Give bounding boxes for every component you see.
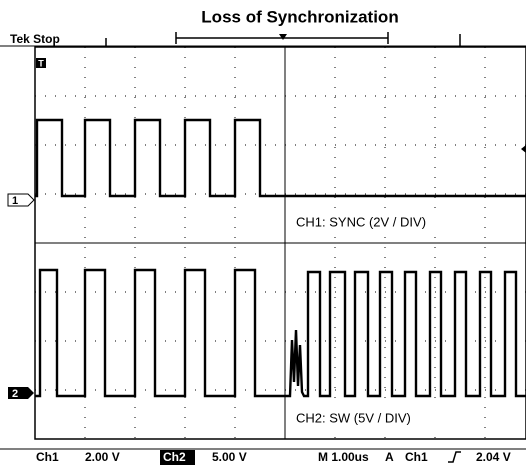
ch1-name: Ch1 [36, 450, 59, 464]
ch2-waveform [35, 268, 526, 398]
ch1-label: CH1: SYNC (2V / DIV) [296, 214, 426, 229]
trigger-position [279, 34, 287, 40]
ch1-marker: 1 [12, 195, 18, 207]
ch2-name: Ch2 [163, 450, 186, 464]
ch2-marker-box [8, 387, 34, 399]
trigger-marker: T [38, 58, 44, 68]
trigger-level-value: 2.04 V [476, 450, 511, 464]
timebase: M 1.00us [318, 450, 369, 464]
acq-mode: A [385, 450, 394, 464]
ch2-label-bg [290, 407, 470, 429]
ch1-label-bg [290, 211, 480, 233]
trigger-source: Ch1 [405, 450, 428, 464]
ch1-marker-box [7, 193, 35, 207]
status: Tek Stop [10, 32, 60, 46]
ch1-scale: 2.00 V [85, 450, 120, 464]
trigger-level [521, 145, 526, 153]
ch2-scale: 5.00 V [212, 450, 247, 464]
ch2-marker: 2 [12, 388, 18, 400]
ch1-waveform [35, 118, 526, 198]
title: Loss of Synchronization [201, 7, 398, 26]
ch2-label: CH2: SW (5V / DIV) [296, 410, 411, 425]
slope-icon [448, 451, 461, 463]
trigger-marker-box [36, 58, 46, 68]
status-bar: Ch1 2.00 V Ch2 5.00 V M 1.00us A Ch1 2.0… [36, 450, 511, 465]
ch2-highlight [160, 450, 195, 465]
